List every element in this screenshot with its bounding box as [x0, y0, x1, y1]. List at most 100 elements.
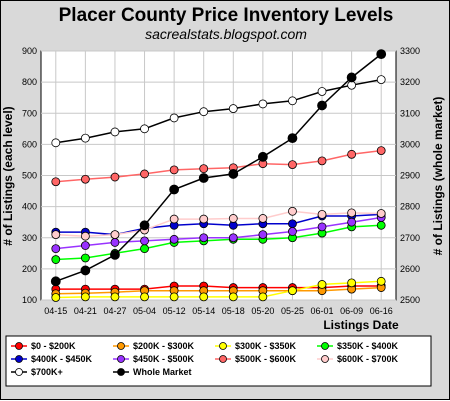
- y-right-tick-label: 2900: [400, 171, 420, 181]
- series-point: [198, 173, 209, 183]
- series-point: [199, 164, 209, 174]
- series-point: [287, 133, 298, 144]
- series-point: [199, 292, 209, 302]
- series-point: [169, 165, 179, 175]
- legend-label: $600K - $700K: [337, 354, 399, 364]
- y-axis-right-title: # of Listings (whole market): [431, 97, 445, 256]
- series-point: [288, 160, 297, 170]
- series-point: [51, 244, 61, 254]
- series-point: [257, 151, 268, 162]
- series-point: [80, 241, 90, 250]
- series-point: [317, 87, 327, 96]
- legend-marker: [321, 355, 329, 363]
- series-point: [258, 99, 268, 109]
- x-tick-label: 05-12: [163, 306, 186, 316]
- y-left-tick-label: 500: [22, 171, 37, 181]
- legend-marker: [219, 355, 227, 363]
- series-point: [80, 174, 90, 184]
- series-point: [80, 253, 90, 263]
- series-point: [140, 124, 149, 134]
- series-point: [199, 233, 209, 243]
- y-right-tick-label: 2700: [400, 233, 420, 243]
- series-point: [51, 255, 61, 264]
- series-line: [55, 78, 382, 144]
- series-point: [51, 230, 61, 240]
- x-tick-label: 06-09: [340, 306, 363, 316]
- y-left-tick-label: 800: [22, 77, 37, 87]
- series-point: [258, 292, 268, 302]
- legend-label: $0 - $200K: [31, 341, 76, 351]
- series-point: [80, 133, 90, 143]
- series-point: [199, 107, 209, 117]
- legend-marker: [117, 342, 125, 350]
- series-point: [80, 231, 90, 241]
- y-right-tick-label: 2800: [400, 202, 420, 212]
- legend-label: $450K - $500K: [133, 354, 195, 364]
- series-point: [288, 219, 297, 229]
- legend-box: [5, 335, 432, 387]
- series-point: [288, 227, 297, 236]
- series-point: [347, 149, 357, 159]
- series-point: [228, 292, 238, 302]
- series-point: [110, 292, 120, 302]
- axis-ticks: 100 200 300 400 500 600 700 800 900 2500 2600 2700 2…: [22, 46, 420, 316]
- series-point: [51, 293, 61, 302]
- y-left-tick-label: 900: [22, 46, 37, 56]
- series-point: [51, 138, 61, 148]
- series-point: [140, 236, 149, 246]
- series-point: [376, 209, 386, 218]
- y-left-tick-label: 200: [22, 264, 37, 274]
- series-point: [317, 100, 327, 111]
- legend-label: $200K - $300K: [133, 341, 195, 351]
- series-line: [55, 224, 382, 261]
- series-point: [80, 265, 91, 276]
- x-tick-label: 06-16: [370, 306, 393, 316]
- legend-label: Whole Market: [133, 367, 192, 377]
- legend-label: $500K - $600K: [235, 354, 297, 364]
- series-point: [376, 220, 386, 230]
- legend-marker: [219, 342, 227, 350]
- series-point: [110, 249, 120, 260]
- legend-marker: [15, 355, 23, 363]
- series-point: [288, 286, 297, 296]
- legend-marker: [15, 368, 23, 376]
- x-tick-label: 05-14: [192, 306, 215, 316]
- series-point: [140, 244, 149, 254]
- x-tick-label: 04-27: [103, 306, 126, 316]
- x-tick-label: 05-18: [222, 306, 245, 316]
- x-tick-label: 05-20: [251, 306, 274, 316]
- series-point: [50, 276, 61, 287]
- legend-label: $400K - $450K: [31, 354, 93, 364]
- series-line: [55, 210, 382, 237]
- series-point: [347, 278, 357, 288]
- series-point: [228, 214, 238, 223]
- chart-subtitle: sacrealstats.blogspot.com: [145, 26, 307, 42]
- series-point: [80, 292, 90, 302]
- series-line: [55, 216, 382, 250]
- y-right-tick-label: 2600: [400, 264, 420, 274]
- legend-marker: [15, 342, 23, 350]
- series-point: [376, 49, 387, 60]
- x-tick-label: 05-04: [133, 306, 156, 316]
- legend-marker: [321, 342, 329, 350]
- y-left-tick-label: 300: [22, 233, 37, 243]
- series-lines: [50, 49, 387, 302]
- x-tick-label: 06-01: [311, 306, 334, 316]
- series-point: [140, 292, 149, 302]
- legend-label: $300K - $350K: [235, 341, 297, 351]
- series-point: [110, 172, 120, 182]
- series-point: [169, 214, 179, 224]
- y-left-tick-label: 600: [22, 139, 37, 149]
- series-point: [139, 220, 150, 231]
- y-right-tick-label: 3000: [400, 139, 420, 149]
- y-axis-left-title: # of Listings (each level): [1, 106, 15, 245]
- series-point: [317, 280, 327, 289]
- series-point: [347, 217, 357, 227]
- y-right-tick-label: 3200: [400, 77, 420, 87]
- series-point: [317, 156, 327, 166]
- series-point: [228, 233, 238, 243]
- x-axis-title: Listings Date: [323, 318, 399, 332]
- series-point: [51, 177, 61, 187]
